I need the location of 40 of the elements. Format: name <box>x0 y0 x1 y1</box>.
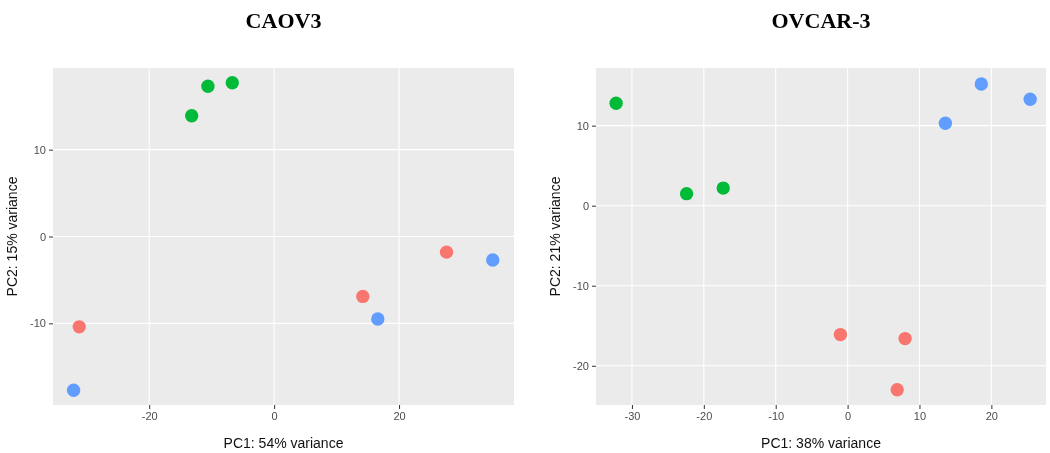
point <box>185 109 199 123</box>
x-tick-label: 20 <box>393 409 406 422</box>
x-tick-label: 0 <box>845 409 852 422</box>
chart-title: OVCAR-3 <box>771 8 871 33</box>
y-tick-label: 0 <box>582 199 589 212</box>
x-tick-label: 10 <box>913 409 927 422</box>
point <box>486 253 500 267</box>
y-tick-label: -10 <box>30 317 46 330</box>
y-axis-title: PC2: 15% variance <box>4 176 20 297</box>
point <box>66 383 81 397</box>
point <box>225 76 239 90</box>
point <box>716 181 730 195</box>
x-tick-label: -20 <box>141 409 158 422</box>
x-tick-label: -30 <box>624 409 641 422</box>
point <box>439 245 454 259</box>
point <box>974 77 988 91</box>
point <box>609 96 623 110</box>
y-tick-label: -10 <box>573 279 589 292</box>
x-tick-label: -10 <box>768 409 785 422</box>
x-axis-title: PC1: 54% variance <box>223 435 344 451</box>
y-tick-label: 0 <box>39 230 46 243</box>
x-tick-label: 0 <box>271 409 278 422</box>
x-tick-label: 20 <box>985 409 998 422</box>
y-tick-label: -20 <box>573 359 589 372</box>
y-axis-title: PC2: 21% variance <box>547 176 563 297</box>
point <box>833 327 848 342</box>
point <box>1023 92 1037 106</box>
y-tick-label: 10 <box>576 119 589 132</box>
point <box>898 331 912 346</box>
y-tick-label: 10 <box>33 143 46 156</box>
chart-title: CAOV3 <box>245 8 322 33</box>
point <box>201 79 215 93</box>
point <box>938 116 953 130</box>
point <box>890 383 904 397</box>
x-axis-title: PC1: 38% variance <box>761 435 882 451</box>
point <box>679 187 694 201</box>
point <box>72 320 86 334</box>
point <box>356 289 370 304</box>
point <box>371 312 385 326</box>
x-tick-label: -20 <box>696 409 713 422</box>
